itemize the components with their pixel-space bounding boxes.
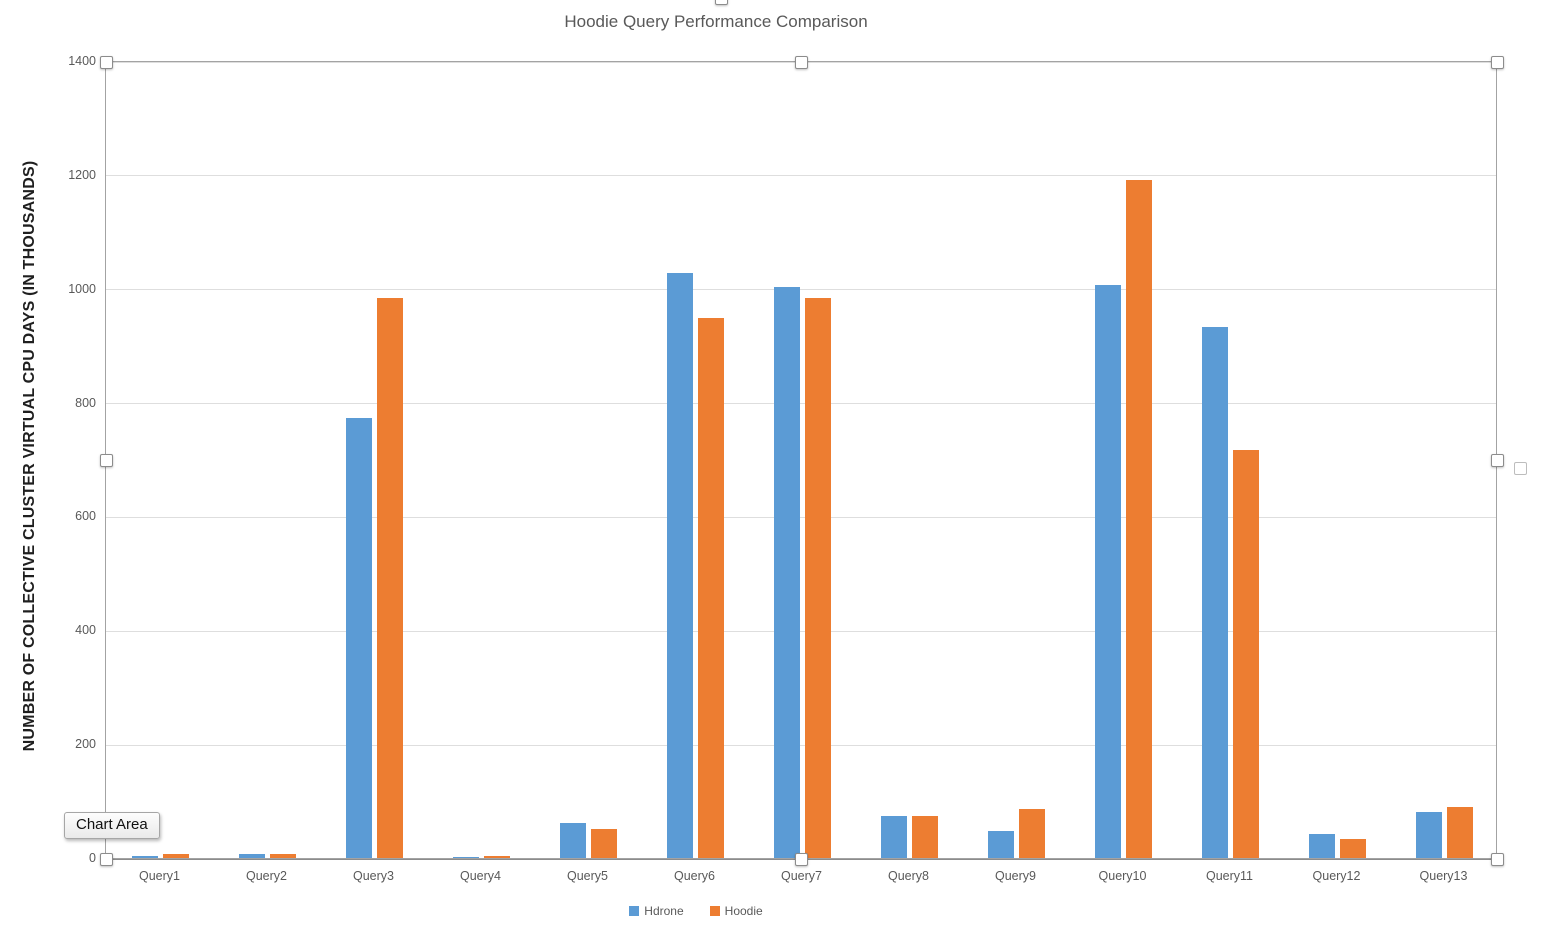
gridline: [106, 630, 1497, 632]
x-tick-label: Query6: [674, 869, 715, 883]
bar-hdrone-query13[interactable]: [1415, 812, 1442, 859]
bar-hdrone-query6[interactable]: [666, 272, 693, 859]
gridline: [106, 403, 1497, 405]
x-tick-label: Query8: [888, 869, 929, 883]
selection-handle-middle-left[interactable]: [99, 454, 113, 467]
bar-hoodie-query13[interactable]: [1446, 807, 1473, 859]
x-tick-label: Query5: [567, 869, 608, 883]
selection-handle-bottom-center[interactable]: [795, 852, 808, 866]
bar-hdrone-query10[interactable]: [1094, 285, 1121, 859]
bar-hoodie-query6[interactable]: [697, 318, 724, 859]
selection-handle-middle-right[interactable]: [1490, 454, 1504, 467]
bar-hoodie-query9[interactable]: [1018, 809, 1045, 859]
y-tick-label: 0: [89, 851, 96, 865]
selection-handle-bottom-right[interactable]: [1490, 852, 1504, 866]
legend-item-hoodie[interactable]: Hoodie: [709, 904, 763, 918]
legend: Hdrone Hoodie: [0, 904, 1392, 918]
chart-area-tooltip-label: Chart Area: [76, 816, 148, 833]
y-tick-label: 200: [75, 737, 96, 752]
selection-handle-top-center[interactable]: [795, 55, 808, 69]
y-tick-label: 800: [75, 395, 96, 410]
bar-hoodie-query12[interactable]: [1339, 839, 1366, 859]
selection-handle-top-left[interactable]: [99, 55, 113, 69]
bar-hdrone-query5[interactable]: [559, 822, 586, 859]
legend-label: Hoodie: [724, 904, 763, 918]
bar-hdrone-query7[interactable]: [773, 286, 800, 859]
bar-hoodie-query1[interactable]: [162, 854, 189, 859]
chart-title: Hoodie Query Performance Comparison: [564, 12, 868, 31]
selection-handle-bottom-left[interactable]: [99, 852, 113, 866]
bar-hdrone-query8[interactable]: [880, 816, 907, 859]
y-tick-label: 1400: [68, 54, 96, 68]
y-tick-label: 600: [75, 509, 96, 524]
bar-hoodie-query3[interactable]: [376, 298, 403, 859]
gridline: [106, 744, 1497, 746]
y-tick-label: 1200: [68, 167, 96, 182]
chart-area-tooltip: Chart Area: [64, 812, 160, 839]
bar-hdrone-query2[interactable]: [238, 853, 265, 859]
bar-hdrone-query9[interactable]: [987, 830, 1014, 859]
bar-hoodie-query4[interactable]: [483, 856, 510, 859]
gridline: [106, 516, 1497, 518]
x-tick-label: Query1: [139, 869, 180, 883]
x-tick-label: Query4: [460, 869, 501, 883]
x-tick-label: Query13: [1419, 869, 1468, 883]
bar-hdrone-query3[interactable]: [345, 417, 372, 859]
gridline: [106, 289, 1497, 291]
bar-hoodie-query5[interactable]: [590, 829, 617, 859]
bar-hoodie-query11[interactable]: [1232, 449, 1259, 859]
gridline: [106, 175, 1497, 177]
bar-hdrone-query1[interactable]: [131, 856, 158, 859]
x-tick-label: Query3: [353, 869, 394, 883]
y-axis-title: NUMBER OF COLLECTIVE CLUSTER VIRTUAL CPU…: [21, 160, 38, 752]
x-tick-label: Query9: [995, 869, 1036, 883]
legend-swatch-hoodie[interactable]: [709, 906, 720, 916]
selection-handle-chart-right[interactable]: [1514, 462, 1527, 475]
bar-hoodie-query10[interactable]: [1125, 179, 1152, 859]
x-tick-label: Query12: [1312, 869, 1361, 883]
plot-area-selection-border[interactable]: [105, 61, 1497, 859]
x-tick-label: Query7: [781, 869, 822, 883]
bar-hdrone-query12[interactable]: [1308, 833, 1335, 859]
legend-swatch-hdrone[interactable]: [629, 906, 640, 916]
selection-handle-top-right[interactable]: [1490, 55, 1504, 69]
legend-item-hdrone[interactable]: Hdrone: [629, 904, 684, 918]
bar-hdrone-query11[interactable]: [1201, 326, 1228, 859]
x-tick-label: Query11: [1205, 869, 1253, 883]
y-tick-label: 400: [75, 623, 96, 638]
bar-hdrone-query4[interactable]: [452, 856, 479, 859]
bar-hoodie-query8[interactable]: [911, 815, 938, 859]
y-tick-label: 1000: [68, 281, 96, 296]
bar-hoodie-query7[interactable]: [804, 298, 831, 859]
x-tick-label: Query10: [1098, 869, 1147, 883]
x-tick-label: Query2: [246, 869, 287, 883]
selection-handle-chart-top[interactable]: [715, 0, 728, 5]
bar-hoodie-query2[interactable]: [269, 854, 296, 859]
legend-label: Hdrone: [644, 904, 684, 918]
